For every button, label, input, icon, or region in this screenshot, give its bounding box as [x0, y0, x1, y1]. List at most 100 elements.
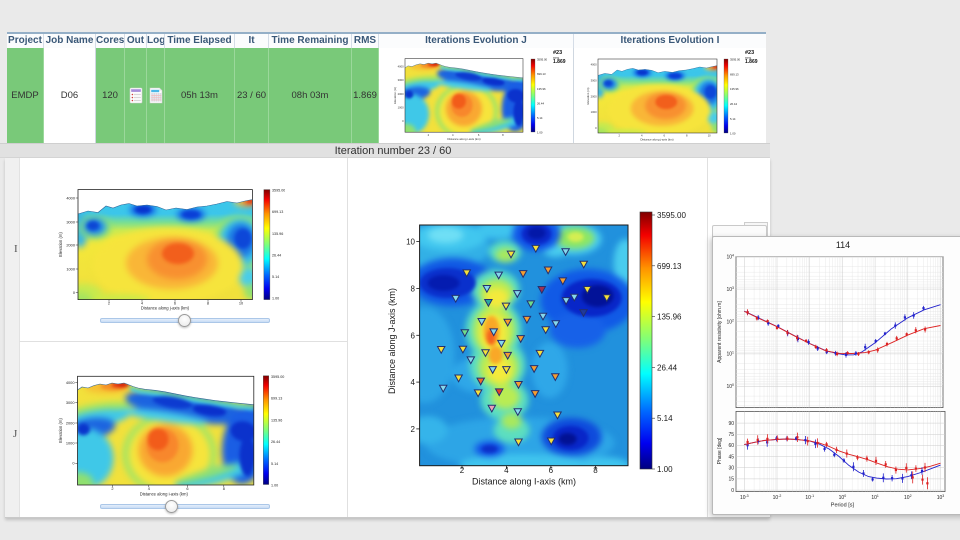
- svg-text:5.14: 5.14: [271, 462, 278, 466]
- svg-text:8: 8: [411, 285, 416, 294]
- svg-text:5.14: 5.14: [730, 117, 736, 121]
- svg-text:10: 10: [239, 301, 244, 306]
- svg-text:2: 2: [460, 466, 465, 475]
- svg-text:3595.00: 3595.00: [271, 375, 284, 379]
- svg-text:2: 2: [428, 133, 430, 137]
- svg-text:Apparent resistivity [ohm.m]: Apparent resistivity [ohm.m]: [717, 301, 723, 363]
- svg-text:26.44: 26.44: [537, 101, 544, 105]
- svg-text:Elevation (m): Elevation (m): [58, 232, 63, 257]
- svg-text:2: 2: [618, 134, 620, 138]
- svg-text:3000: 3000: [66, 400, 75, 405]
- svg-text:102: 102: [726, 318, 734, 325]
- svg-text:5.14: 5.14: [272, 275, 279, 279]
- svg-text:2: 2: [411, 425, 416, 434]
- svg-text:100: 100: [839, 494, 847, 501]
- svg-text:5.14: 5.14: [657, 414, 673, 423]
- svg-text:135.96: 135.96: [730, 87, 739, 91]
- svg-text:8: 8: [502, 133, 504, 137]
- svg-text:10-1: 10-1: [805, 494, 814, 501]
- svg-text:26.44: 26.44: [272, 253, 281, 257]
- svg-text:10-3: 10-3: [740, 494, 749, 501]
- svg-text:10: 10: [406, 238, 415, 247]
- svg-text:4000: 4000: [66, 380, 75, 385]
- svg-text:6: 6: [411, 331, 416, 340]
- svg-text:1.00: 1.00: [657, 465, 673, 474]
- svg-text:1.00: 1.00: [537, 131, 543, 135]
- svg-text:60: 60: [728, 443, 734, 449]
- svg-text:75: 75: [728, 432, 734, 438]
- svg-text:10-2: 10-2: [773, 494, 782, 501]
- svg-text:0: 0: [72, 461, 75, 466]
- svg-text:10: 10: [708, 134, 711, 138]
- svg-text:2000: 2000: [591, 94, 597, 98]
- svg-text:699.13: 699.13: [730, 72, 739, 76]
- svg-text:101: 101: [726, 351, 734, 358]
- svg-text:2: 2: [111, 486, 113, 491]
- svg-text:Distance along j-axis (km): Distance along j-axis (km): [141, 306, 190, 311]
- svg-text:4: 4: [452, 133, 454, 137]
- svg-text:2: 2: [108, 301, 110, 306]
- svg-text:Distance along J-axis (km): Distance along J-axis (km): [387, 288, 397, 394]
- svg-text:100: 100: [726, 383, 734, 390]
- svg-text:1000: 1000: [398, 106, 404, 110]
- svg-text:45: 45: [728, 454, 734, 460]
- svg-text:135.96: 135.96: [271, 418, 282, 422]
- svg-text:3595.00: 3595.00: [537, 58, 548, 62]
- svg-text:Distance along j-axis (km): Distance along j-axis (km): [640, 137, 673, 141]
- svg-text:15: 15: [728, 477, 734, 483]
- svg-text:30: 30: [728, 466, 734, 472]
- svg-text:0: 0: [731, 488, 734, 494]
- svg-text:4: 4: [141, 301, 144, 306]
- svg-text:0: 0: [73, 290, 76, 295]
- svg-text:6: 6: [478, 133, 480, 137]
- svg-text:1.00: 1.00: [730, 132, 736, 136]
- svg-text:699.13: 699.13: [537, 72, 546, 76]
- svg-text:3595.00: 3595.00: [657, 211, 686, 220]
- svg-text:102: 102: [904, 494, 912, 501]
- svg-text:4: 4: [411, 378, 416, 387]
- svg-text:4000: 4000: [398, 65, 404, 69]
- svg-text:5.14: 5.14: [537, 116, 543, 120]
- svg-text:3595.00: 3595.00: [730, 58, 741, 62]
- svg-text:135.96: 135.96: [272, 232, 283, 236]
- svg-text:4: 4: [504, 466, 509, 475]
- svg-text:1.00: 1.00: [271, 484, 278, 488]
- svg-text:26.44: 26.44: [730, 102, 737, 106]
- svg-text:1.00: 1.00: [272, 297, 279, 301]
- svg-text:3595.00: 3595.00: [272, 189, 285, 193]
- svg-text:6: 6: [186, 486, 188, 491]
- svg-text:Elevation (m): Elevation (m): [58, 418, 63, 443]
- svg-text:101: 101: [871, 494, 879, 501]
- svg-text:4: 4: [641, 134, 643, 138]
- svg-text:4: 4: [148, 486, 151, 491]
- svg-text:699.13: 699.13: [271, 397, 282, 401]
- svg-text:699.13: 699.13: [657, 262, 682, 271]
- svg-text:26.44: 26.44: [657, 363, 678, 372]
- svg-text:103: 103: [937, 494, 945, 501]
- svg-text:1000: 1000: [66, 440, 75, 445]
- svg-text:135.96: 135.96: [537, 87, 546, 91]
- svg-text:4000: 4000: [591, 63, 597, 67]
- svg-text:8: 8: [223, 486, 225, 491]
- svg-text:8: 8: [686, 134, 688, 138]
- svg-text:Distance along i-axis (km): Distance along i-axis (km): [447, 137, 480, 141]
- svg-text:6: 6: [174, 301, 176, 306]
- svg-text:6: 6: [663, 134, 665, 138]
- svg-text:Distance along i-axis (km): Distance along i-axis (km): [140, 491, 189, 496]
- svg-text:26.44: 26.44: [271, 440, 280, 444]
- svg-text:2000: 2000: [66, 420, 75, 425]
- svg-text:90: 90: [728, 421, 734, 427]
- svg-text:3000: 3000: [66, 219, 75, 224]
- svg-text:3000: 3000: [398, 78, 404, 82]
- svg-text:Elevation (m): Elevation (m): [586, 87, 590, 104]
- svg-text:2000: 2000: [66, 242, 75, 247]
- svg-text:6: 6: [549, 466, 554, 475]
- svg-text:103: 103: [726, 286, 734, 293]
- svg-text:Period [s]: Period [s]: [831, 503, 855, 509]
- svg-text:4000: 4000: [66, 195, 75, 200]
- svg-text:2000: 2000: [398, 92, 404, 96]
- svg-text:8: 8: [593, 466, 598, 475]
- svg-text:0: 0: [595, 126, 597, 130]
- svg-text:699.13: 699.13: [272, 210, 283, 214]
- svg-text:Phase [deg]: Phase [deg]: [717, 437, 723, 464]
